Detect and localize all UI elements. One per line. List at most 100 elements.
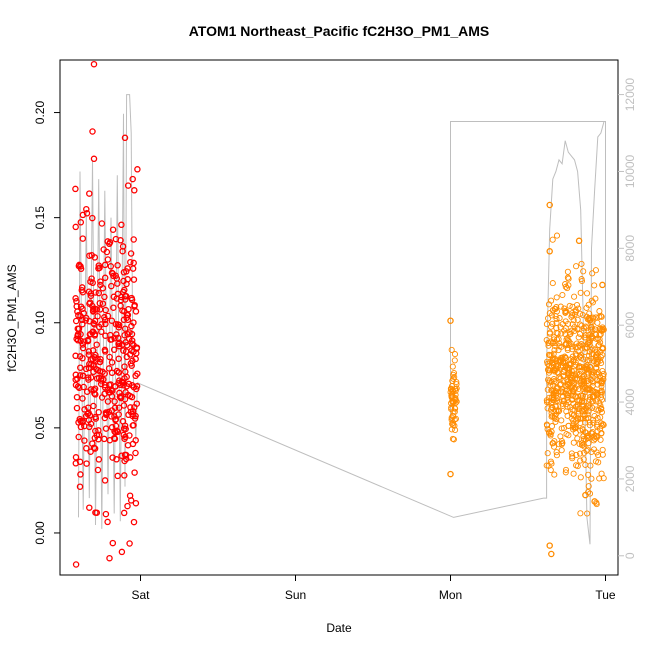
data-point [72,317,80,325]
data-point [564,335,571,342]
data-point [553,415,560,423]
data-point [120,509,128,517]
data-point [588,333,595,340]
data-point [560,398,567,405]
data-point [121,451,129,459]
data-point [598,420,605,427]
data-point-highlight [83,205,90,213]
data-point-highlight [90,60,98,68]
data-point [553,452,560,459]
altitude-layer [78,94,606,545]
data-point [559,354,566,361]
data-point [87,292,95,300]
data-point [72,185,79,193]
data-point [577,457,584,464]
data-point [588,371,596,379]
data-point [550,388,557,395]
data-point [593,433,600,440]
data-point [597,414,604,421]
data-point [560,425,567,432]
data-point [120,431,127,439]
data-point [95,427,102,434]
data-point [571,293,578,300]
data-point [563,408,570,415]
data-point [451,357,458,364]
data-point [448,400,455,407]
data-point [575,393,582,400]
data-point [588,355,595,362]
data-point [581,377,588,385]
data-point [569,321,576,328]
data-point [557,303,564,310]
data-point [102,320,109,328]
data-point [569,396,576,403]
data-point [576,353,583,360]
data-point [104,312,112,320]
data-point [97,355,104,363]
data-point [548,297,555,304]
data-point [105,381,113,389]
data-point [448,346,455,353]
data-point [577,510,584,517]
data-point [90,320,97,327]
data-point [130,236,137,243]
data-point [558,447,565,454]
data-point [91,390,98,397]
data-point [125,411,132,419]
data-point [452,385,459,393]
data-point [92,413,99,421]
data-point [584,341,591,348]
data-point [568,450,575,457]
data-point [85,351,93,358]
data-point [582,363,589,370]
data-point [85,376,92,383]
data-point-highlight [76,483,84,490]
data-point [545,369,553,376]
data-point [569,303,576,310]
data-point [449,435,456,442]
data-point [93,375,101,382]
data-point [87,278,94,285]
data-point [124,502,131,510]
data-point [573,263,580,270]
data-point [589,382,596,389]
data-point [78,286,86,294]
data-point [564,268,571,275]
data-point [569,312,576,319]
data-point-highlight [121,134,129,142]
data-point [553,232,561,239]
data-point [74,331,82,338]
data-point [592,331,600,338]
data-point [113,427,121,435]
data-point [122,348,130,355]
data-point [563,308,570,315]
data-point [85,416,93,424]
data-point [564,320,572,327]
data-point [562,309,569,316]
data-point [554,385,561,392]
data-point [599,451,606,458]
data-point [569,453,576,460]
data-point [578,277,586,285]
data-point [79,235,87,242]
data-point [109,539,117,547]
data-point [564,285,571,292]
data-point [78,284,86,291]
data-point [115,321,123,329]
data-point [124,441,132,449]
data-point [123,280,130,288]
data-point [594,350,601,357]
data-point [556,340,563,347]
data-point [101,261,109,269]
data-point [115,355,122,363]
data-point-highlight [546,248,553,255]
data-point [568,367,575,374]
data-point [552,418,559,425]
data-point [584,357,591,364]
data-point [562,355,569,362]
data-point [114,262,121,269]
data-point [90,402,97,410]
data-point [105,365,113,372]
data-point [131,301,138,309]
data-point [104,256,112,263]
